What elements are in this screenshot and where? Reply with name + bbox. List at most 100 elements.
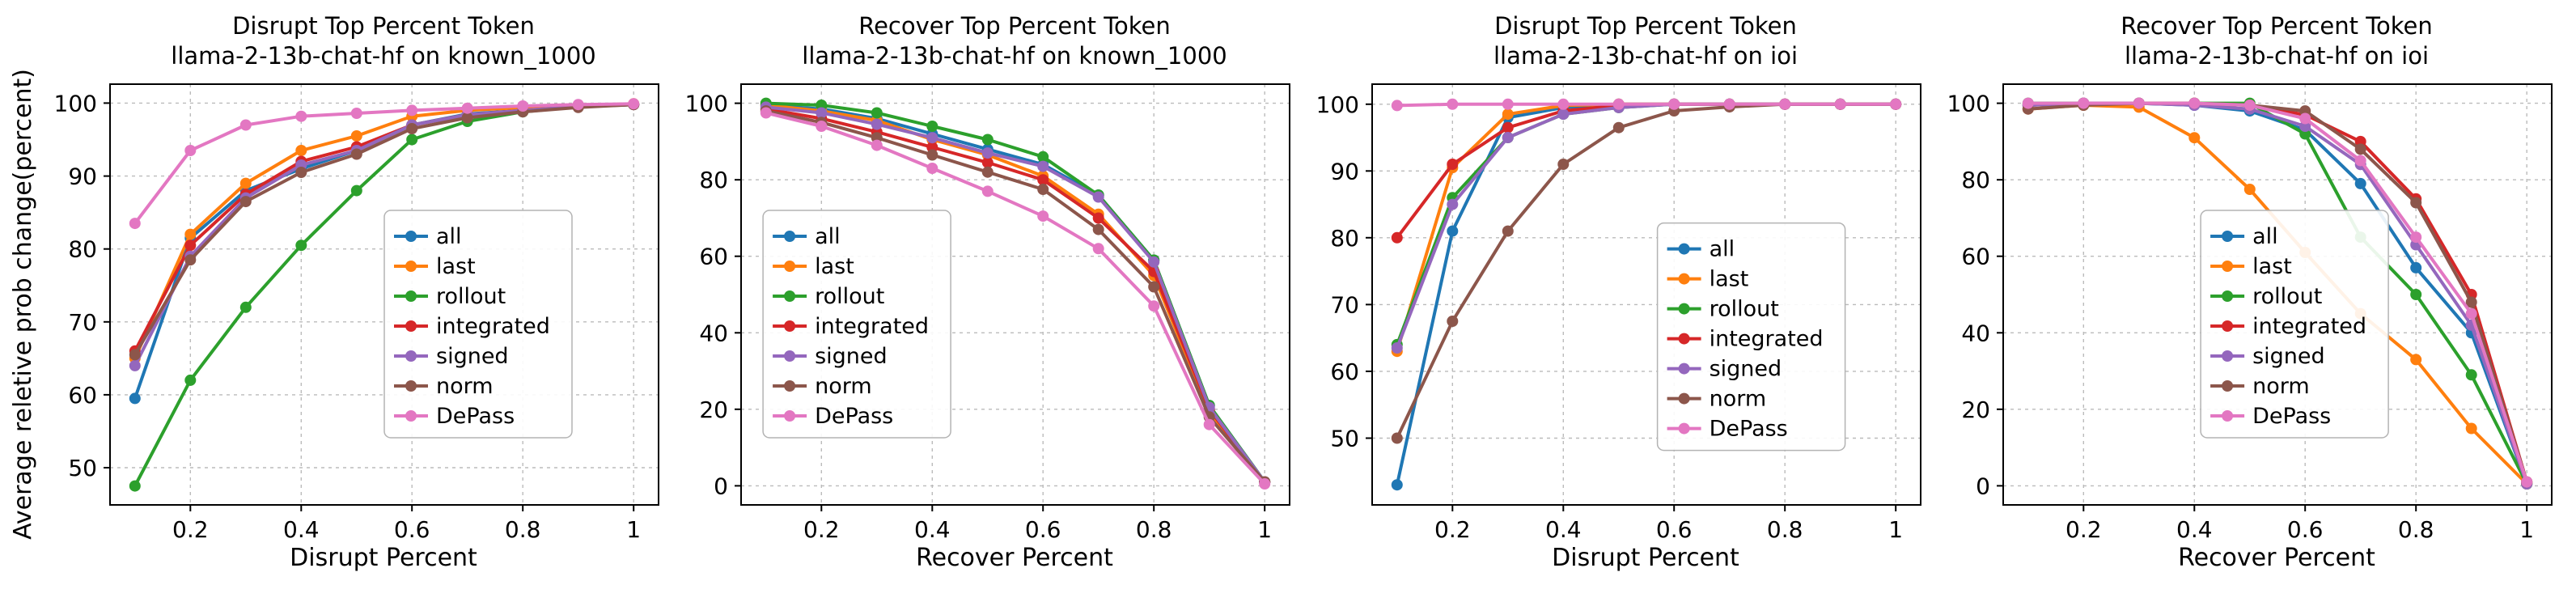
series-marker-last	[2465, 422, 2477, 435]
x-tick-label: 0.4	[914, 516, 951, 543]
legend-item-all: all	[394, 224, 462, 249]
legend-label: rollout	[815, 284, 884, 309]
y-tick-label: 80	[1330, 225, 1359, 252]
chart-title-line1: Disrupt Top Percent Token	[1494, 12, 1797, 40]
legend-marker-sample	[2222, 350, 2234, 362]
legend-label: last	[436, 254, 476, 279]
series-marker-rollout	[129, 480, 141, 492]
plot-border	[740, 83, 1290, 506]
series-marker-signed	[129, 359, 141, 371]
legend-label: signed	[2252, 344, 2325, 369]
legend-marker-sample	[405, 320, 417, 332]
series-marker-norm	[239, 196, 252, 208]
legend-label: last	[1710, 267, 1749, 292]
plot-area: 0.2 0.4 0.6 0.8 1 50 60 70 80 90 100 all last rollout…	[1316, 83, 1921, 543]
series-marker-norm	[350, 148, 362, 160]
chart-title-line2: llama-2-13b-chat-hf on known_1000	[171, 42, 596, 70]
y-tick-label: 100	[1947, 91, 1990, 117]
legend-item-DePass: DePass	[394, 404, 515, 429]
y-tick-label: 100	[1316, 91, 1359, 118]
x-tick-label: 0.2	[2065, 516, 2102, 543]
series-marker-signed	[1148, 256, 1160, 268]
legend-label: norm	[1710, 387, 1767, 412]
series-marker-DePass	[2521, 476, 2533, 488]
series-marker-DePass	[816, 121, 828, 132]
plot-border	[2002, 83, 2553, 506]
legend-label: integrated	[436, 314, 550, 339]
series-marker-norm	[1037, 184, 1049, 195]
legend-label: signed	[1710, 357, 1782, 382]
series-marker-DePass	[239, 119, 252, 131]
y-tick-label: 100	[685, 91, 728, 117]
series-line-norm	[764, 109, 1267, 484]
series-marker-integrated	[1502, 121, 1514, 134]
legend-label: all	[436, 224, 462, 249]
x-tick-label: 0.6	[2287, 516, 2324, 543]
series-line-DePass	[764, 111, 1267, 485]
series-line-DePass	[2026, 101, 2529, 484]
y-tick-label: 20	[699, 396, 728, 423]
series-marker-integrated	[1447, 159, 1459, 170]
y-tick-label: 60	[1330, 358, 1359, 385]
series-marker-signed	[1391, 342, 1403, 354]
series-marker-DePass	[461, 102, 473, 114]
series-marker-DePass	[572, 99, 584, 111]
series-marker-signed	[1092, 191, 1104, 203]
series-marker-norm	[981, 166, 994, 178]
series-marker-norm	[461, 112, 473, 124]
series-marker-DePass	[2465, 307, 2477, 320]
legend-marker-sample	[1678, 333, 1690, 345]
y-tick-label: 20	[1961, 396, 1990, 423]
series-marker-signed	[1037, 160, 1049, 172]
legend-item-DePass: DePass	[1667, 417, 1788, 442]
series-marker-rollout	[2410, 289, 2422, 300]
x-tick-label: 0.6	[394, 516, 430, 543]
legend-marker-sample	[784, 231, 796, 242]
series-marker-DePass	[628, 98, 640, 110]
series-marker-norm	[1447, 316, 1459, 327]
y-tick-label: 40	[699, 320, 728, 346]
y-tick-label: 40	[1961, 320, 1990, 346]
series-marker-last	[2188, 132, 2201, 144]
series-marker-norm	[2465, 296, 2477, 308]
y-tick-label: 70	[1330, 291, 1359, 318]
series-marker-rollout	[184, 374, 197, 386]
chart-disrupt-known1000: Disrupt Top Percent Token llama-2-13b-ch…	[44, 6, 672, 602]
legend-marker-sample	[784, 380, 796, 392]
plot-border	[1371, 83, 1921, 506]
series-marker-norm	[1148, 281, 1160, 293]
series-marker-norm	[1557, 159, 1570, 170]
legend-frame	[383, 210, 573, 439]
legend-label: signed	[815, 344, 888, 369]
series-marker-rollout	[239, 301, 252, 313]
series-marker-integrated	[981, 156, 994, 168]
legend-item-last: last	[773, 254, 854, 279]
legend-label: DePass	[1710, 417, 1788, 442]
legend-label: norm	[2252, 374, 2310, 399]
series-marker-DePass	[926, 163, 938, 174]
y-tick-label: 0	[714, 473, 728, 499]
series-marker-rollout	[406, 134, 418, 146]
legend-frame	[2200, 210, 2389, 439]
legend-label: last	[2252, 254, 2292, 279]
legend-item-integrated: integrated	[394, 314, 550, 339]
series-marker-DePass	[1092, 243, 1104, 255]
legend-marker-sample	[1678, 303, 1690, 315]
legend-label: integrated	[2252, 314, 2366, 339]
legend-marker-sample	[1678, 422, 1690, 435]
x-axis-label: Disrupt Percent	[1552, 544, 1739, 572]
y-tick-label: 60	[1961, 244, 1990, 270]
series-marker-DePass	[350, 108, 362, 119]
series-marker-last	[1502, 108, 1514, 121]
series-marker-DePass	[2022, 97, 2034, 109]
y-axis-label: Average reletive prob change(percent)	[8, 69, 37, 540]
legend-marker-sample	[784, 410, 796, 422]
legend-item-signed: signed	[1667, 357, 1782, 382]
series-marker-DePass	[1203, 418, 1215, 430]
x-tick-label: 1	[1257, 516, 1272, 543]
series-marker-last	[184, 228, 197, 240]
series-marker-all	[2354, 177, 2366, 189]
series-marker-DePass	[2188, 97, 2201, 109]
y-tick-label: 80	[1961, 167, 1990, 193]
chart-recover-known1000: Recover Top Percent Token llama-2-13b-ch…	[675, 6, 1303, 602]
